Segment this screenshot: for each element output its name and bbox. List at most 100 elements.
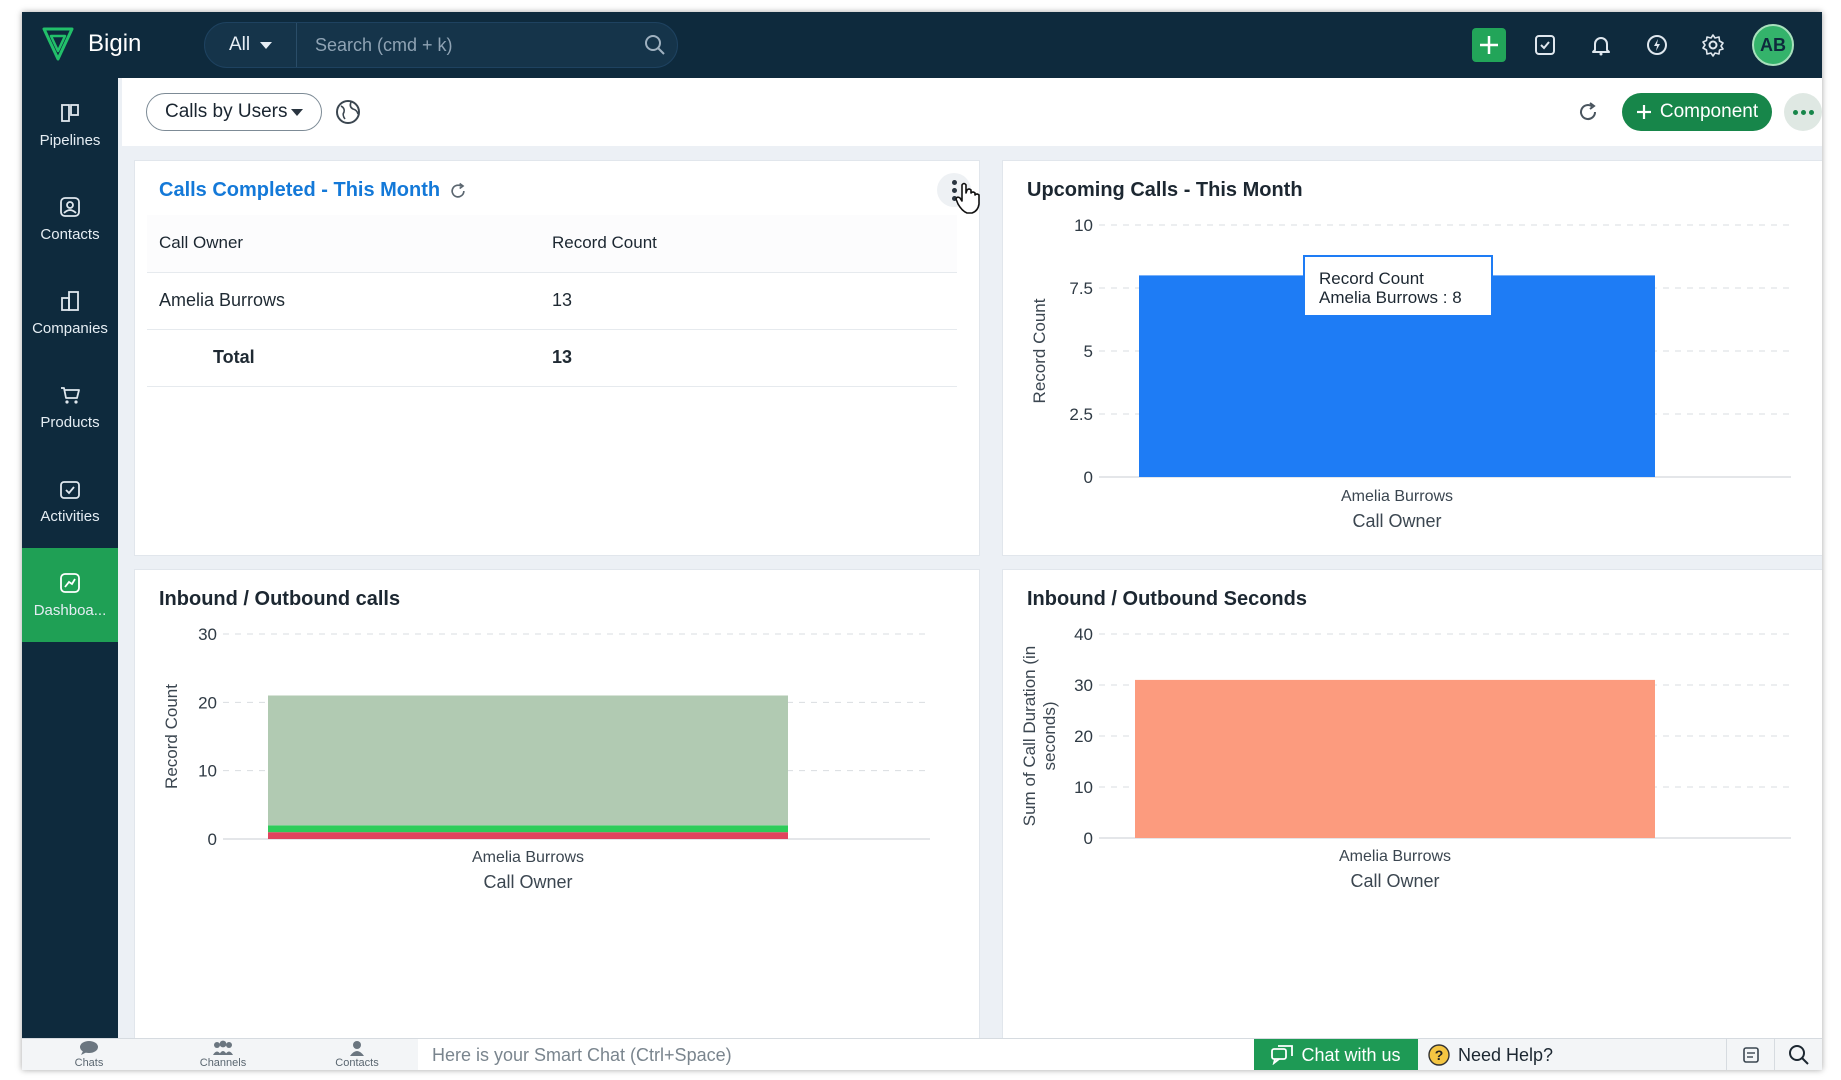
total-label: Total (147, 329, 552, 387)
companies-icon (61, 290, 79, 311)
y-axis-label: Record Count (162, 684, 181, 789)
chat-with-us-label: Chat with us (1301, 1044, 1401, 1065)
upcoming-calls-title: Upcoming Calls - This Month (1027, 179, 1303, 201)
add-component-label: Component (1659, 101, 1759, 122)
y-tick-label: 10 (198, 762, 217, 781)
hand-cursor-icon (955, 182, 980, 214)
dashboard-select-label: Calls by Users (165, 101, 288, 122)
bar[interactable] (1135, 679, 1655, 838)
search-icon[interactable] (1774, 1039, 1822, 1070)
x-category-label: Amelia Burrows (472, 849, 584, 866)
avatar[interactable]: AB (1752, 24, 1794, 66)
search-icon[interactable] (633, 23, 677, 67)
search-input[interactable] (297, 23, 633, 67)
y-tick-label: 20 (198, 693, 217, 712)
x-axis-label: Call Owner (1350, 871, 1439, 891)
inbound-outbound-calls-card: Inbound / Outbound calls 0 10 20 30 Amelia B… (134, 569, 980, 1049)
plus-icon (1636, 105, 1651, 119)
need-help-label: Need Help? (1458, 1044, 1554, 1065)
svg-text:?: ? (1435, 1047, 1444, 1063)
bottom-item-contacts[interactable]: Contacts (290, 1040, 424, 1069)
bottom-item-channels[interactable]: Channels (156, 1040, 290, 1069)
smart-chat-input[interactable] (418, 1039, 1254, 1070)
help-icon: ? (1428, 1044, 1450, 1066)
channels-icon (213, 1040, 233, 1055)
sidebar-item-contacts[interactable]: Contacts (22, 172, 118, 266)
table-header-row: Call Owner Record Count (147, 215, 957, 273)
calls-completed-table: Call Owner Record Count Amelia Burrows 1… (147, 215, 957, 387)
dashboard-select[interactable]: Calls by Users (146, 93, 322, 131)
refresh-icon[interactable] (1576, 100, 1600, 124)
bar-segment-1[interactable] (268, 825, 788, 833)
bottom-item-chats[interactable]: Chats (22, 1040, 156, 1069)
need-help-button[interactable]: ? Need Help? (1428, 1039, 1553, 1070)
sidebar-item-label: Activities (40, 507, 100, 525)
top-bar: Bigin All (22, 12, 1822, 78)
inbound-outbound-seconds-card: Inbound / Outbound Seconds 0 10 20 30 40 Amel… (1002, 569, 1822, 1049)
x-category-label: Amelia Burrows (1341, 488, 1453, 505)
more-options-button[interactable] (1784, 93, 1822, 131)
sidebar-item-label: Pipelines (39, 131, 101, 149)
activities-icon (60, 480, 80, 499)
globe-icon[interactable] (334, 98, 362, 126)
search-scope-dropdown[interactable]: All (205, 23, 297, 67)
x-axis-label: Call Owner (483, 872, 572, 892)
sidebar-item-label: Contacts (40, 225, 100, 243)
contacts-icon (60, 196, 80, 217)
plus-icon (1480, 36, 1498, 54)
y-axis-label: Record Count (1030, 298, 1049, 403)
tooltip-title: Record Count (1319, 269, 1424, 288)
y-tick-label: 5 (1084, 342, 1093, 361)
inbound-outbound-calls-title: Inbound / Outbound calls (159, 588, 401, 610)
inbound-outbound-seconds-chart: 0 10 20 30 40 Amelia Burrows Call Owner Sum of … (1020, 625, 1791, 891)
calls-completed-card: Calls Completed - This Month Call Owner … (134, 160, 980, 556)
sidebar-item-pipelines[interactable]: Pipelines (22, 78, 118, 172)
pipelines-icon (61, 103, 79, 122)
sidebar-item-products[interactable]: Products (22, 360, 118, 454)
quick-create-button[interactable] (1472, 28, 1506, 62)
y-tick-label: 10 (1074, 778, 1093, 797)
chat-bubble-icon (80, 1041, 98, 1055)
table-row[interactable]: Amelia Burrows 13 (147, 272, 957, 330)
dashboard-header: Calls by Users Component (122, 78, 1822, 146)
upcoming-calls-chart: 0 2.5 5 7.5 10 Amelia Burrows Call Owner Record… (1030, 216, 1791, 531)
notes-icon[interactable] (1726, 1039, 1774, 1070)
sidebar: Pipelines Contacts Companies Products Ac… (22, 78, 118, 1038)
upcoming-calls-card: Upcoming Calls - This Month 0 2.5 5 7.5 10 Am… (1002, 160, 1822, 556)
gear-icon[interactable] (1696, 28, 1730, 62)
sidebar-item-dashboards[interactable]: Dashboa... (22, 548, 118, 642)
record-count-cell: 13 (552, 272, 957, 330)
add-component-button[interactable]: Component (1622, 93, 1772, 131)
column-header: Record Count (552, 215, 957, 273)
bottom-item-label: Channels (199, 1057, 247, 1069)
calls-completed-title[interactable]: Calls Completed - This Month (159, 179, 468, 202)
total-row: Total 13 (147, 329, 957, 387)
card-title-text: Calls Completed - This Month (159, 179, 441, 201)
bar-segment-2[interactable] (268, 695, 788, 826)
brand[interactable]: Bigin (42, 26, 141, 62)
inbound-outbound-calls-chart: 0 10 20 30 Amelia Burrows Call Owner Record Co… (162, 625, 930, 892)
y-tick-label: 0 (1084, 468, 1093, 487)
y-tick-label: 2.5 (1069, 405, 1093, 424)
y-tick-label: 30 (1074, 676, 1093, 695)
person-icon (350, 1041, 364, 1056)
y-axis-label: seconds) (1040, 702, 1059, 771)
sidebar-item-label: Dashboa... (33, 601, 107, 619)
products-icon (61, 386, 80, 404)
sidebar-item-label: Products (40, 413, 100, 431)
sidebar-item-activities[interactable]: Activities (22, 454, 118, 548)
app-name: Bigin (88, 30, 142, 57)
inbound-outbound-seconds-title: Inbound / Outbound Seconds (1027, 588, 1307, 610)
bell-icon[interactable] (1584, 28, 1618, 62)
bar-segment-0[interactable] (268, 832, 788, 839)
sidebar-item-companies[interactable]: Companies (22, 266, 118, 360)
refresh-icon[interactable] (448, 181, 468, 201)
y-tick-label: 40 (1074, 625, 1093, 644)
search-scope-label: All (228, 34, 251, 55)
tasks-icon[interactable] (1528, 28, 1562, 62)
chevron-down-icon (260, 41, 273, 49)
chat-with-us-button[interactable]: Chat with us (1254, 1039, 1418, 1070)
signals-icon[interactable] (1640, 28, 1674, 62)
bottom-bar: Chats Channels Contacts Chat with us ? N… (22, 1038, 1822, 1070)
tooltip-value: Amelia Burrows : 8 (1319, 288, 1462, 307)
